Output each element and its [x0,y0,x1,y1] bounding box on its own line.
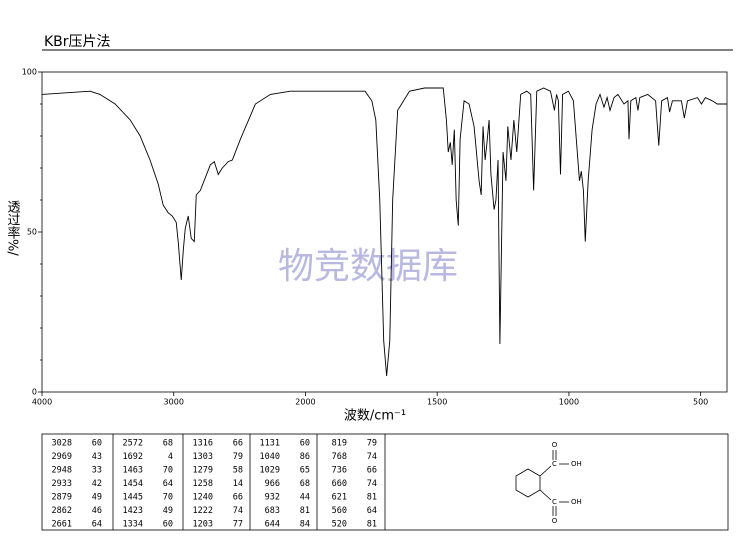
y-tick-label: 100 [22,68,37,77]
peak-transmittance: 74 [367,479,377,489]
peak-wavenumber: 683 [265,506,280,516]
peak-wavenumber: 2661 [52,520,72,530]
peak-transmittance: 44 [300,493,310,503]
y-axis-label: 透过率%/ [5,200,21,256]
peak-wavenumber: 1029 [260,466,280,476]
x-tick-label: 500 [693,398,708,407]
peak-transmittance: 79 [233,452,243,462]
peak-wavenumber: 1445 [123,493,143,503]
peak-wavenumber: 819 [332,439,347,449]
peak-transmittance: 77 [233,520,243,530]
peak-transmittance: 49 [92,493,102,503]
x-tick-label: 1500 [427,398,447,407]
peak-wavenumber: 768 [332,452,347,462]
peak-transmittance: 60 [300,439,310,449]
atom: OH [571,498,582,506]
peak-wavenumber: 2969 [52,452,72,462]
peak-wavenumber: 966 [265,479,280,489]
peak-transmittance: 68 [163,439,173,449]
ring [515,468,541,498]
atom: C [552,498,557,506]
peak-wavenumber: 1040 [260,452,280,462]
y-tick-label: 0 [32,388,37,397]
peak-wavenumber: 932 [265,493,280,503]
atom: O [552,517,558,525]
peak-transmittance: 64 [367,506,377,516]
peak-wavenumber: 1258 [193,479,213,489]
peak-transmittance: 86 [300,452,310,462]
peak-transmittance: 58 [233,466,243,476]
peak-wavenumber: 736 [332,466,347,476]
atom: C [552,460,557,468]
peak-transmittance: 66 [367,466,377,476]
peak-wavenumber: 2572 [123,439,143,449]
peak-wavenumber: 1240 [193,493,213,503]
bond [539,465,552,477]
peak-transmittance: 4 [168,452,173,462]
peak-transmittance: 43 [92,452,102,462]
plot-frame [41,71,728,393]
peak-wavenumber: 1203 [193,520,213,530]
peak-transmittance: 79 [367,439,377,449]
peak-wavenumber: 3028 [52,439,72,449]
peak-transmittance: 74 [367,452,377,462]
peak-transmittance: 68 [300,479,310,489]
peak-wavenumber: 1316 [193,439,213,449]
x-axis-label: 波数/cm⁻¹ [344,409,406,424]
peak-wavenumber: 1692 [123,452,143,462]
peak-transmittance: 33 [92,466,102,476]
peak-transmittance: 60 [163,520,173,530]
peak-transmittance: 65 [300,466,310,476]
peak-transmittance: 46 [92,506,102,516]
peak-transmittance: 81 [367,493,377,503]
peak-transmittance: 64 [163,479,173,489]
peak-transmittance: 42 [92,479,102,489]
peak-wavenumber: 1222 [193,506,213,516]
title: KBr压片法 [44,34,111,50]
x-tick-label: 3000 [164,398,184,407]
peak-transmittance: 14 [233,479,243,489]
peak-transmittance: 84 [300,520,310,530]
peak-wavenumber: 2933 [52,479,72,489]
peak-wavenumber: 1454 [123,479,143,489]
peak-wavenumber: 660 [332,479,347,489]
peak-wavenumber: 2948 [52,466,72,476]
peak-wavenumber: 2879 [52,493,72,503]
peak-wavenumber: 1423 [123,506,143,516]
peak-wavenumber: 621 [332,493,347,503]
peak-transmittance: 81 [367,520,377,530]
peak-transmittance: 64 [92,520,102,530]
x-tick-label: 2000 [295,398,315,407]
structure [515,450,569,516]
x-tick-label: 1000 [559,398,579,407]
peak-wavenumber: 1131 [260,439,280,449]
peak-wavenumber: 644 [265,520,280,530]
peak-wavenumber: 1334 [123,520,143,530]
peak-table: 3028 60 2969 43 2948 33 2933 42 2879 49 2862 46 2661… [41,433,729,531]
peak-wavenumber: 2862 [52,506,72,516]
peak-transmittance: 81 [300,506,310,516]
peak-wavenumber: 1303 [193,452,213,462]
bond [539,489,552,501]
peak-transmittance: 70 [163,493,173,503]
y-tick-label: 50 [27,228,37,237]
peak-transmittance: 66 [233,493,243,503]
peak-wavenumber: 520 [332,520,347,530]
x-tick-label: 4000 [32,398,52,407]
atom: OH [571,460,582,468]
watermark: 物竞数据库 [278,246,458,287]
peak-transmittance: 70 [163,466,173,476]
peak-transmittance: 66 [233,439,243,449]
peak-wavenumber: 1279 [193,466,213,476]
atom: O [552,441,558,449]
peak-wavenumber: 560 [332,506,347,516]
spectrum [41,87,727,377]
peak-transmittance: 49 [163,506,173,516]
peak-transmittance: 60 [92,439,102,449]
peak-wavenumber: 1463 [123,466,143,476]
peak-transmittance: 74 [233,506,243,516]
